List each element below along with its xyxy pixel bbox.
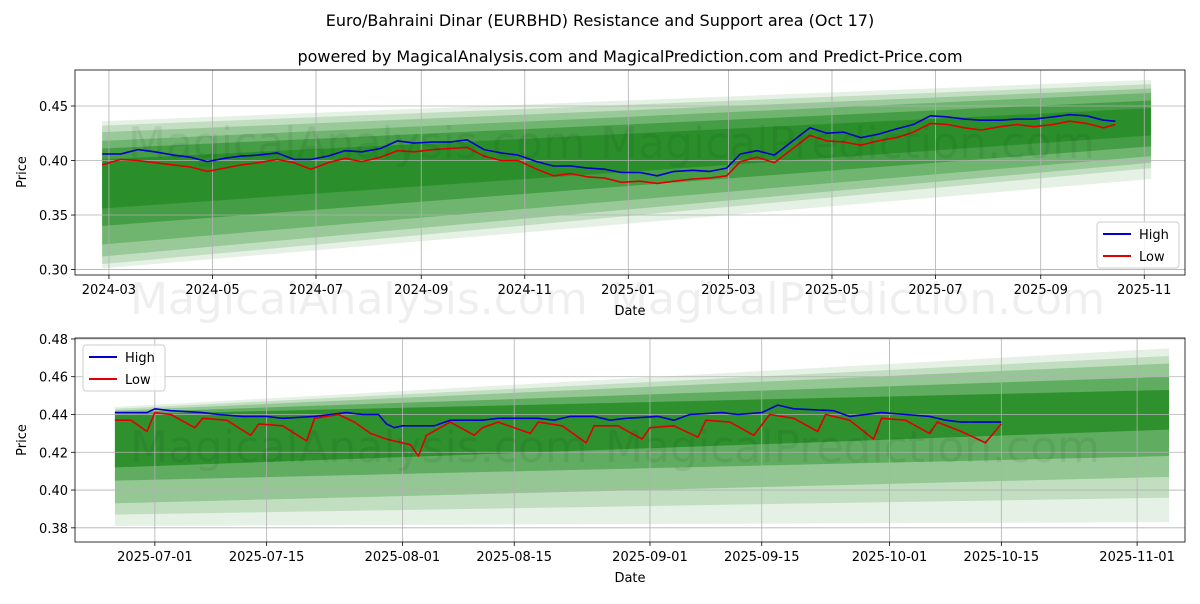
x-axis-label: Date <box>614 304 645 319</box>
x-tick-label: 2024-05 <box>185 283 239 298</box>
support-resistance-bands <box>114 348 1170 526</box>
x-tick-label: 2024-07 <box>289 283 343 298</box>
legend: High Low <box>82 344 166 392</box>
x-tick-label: 2025-07 <box>908 283 962 298</box>
x-tick-label: 2025-08-01 <box>365 550 441 565</box>
legend-label-low: Low <box>125 373 151 388</box>
y-axis-label: Price <box>15 424 30 456</box>
watermark: MagicalAnalysis.com <box>130 274 588 325</box>
price-lines <box>114 404 1002 457</box>
y-tick-label: 0.40 <box>39 484 68 499</box>
y-axis-label: Price <box>15 156 30 188</box>
x-tick-label: 2024-11 <box>498 283 552 298</box>
band-layer <box>102 108 1152 209</box>
legend-label-low: Low <box>1139 250 1165 265</box>
figure-subtitle: powered by MagicalAnalysis.com and Magic… <box>297 47 962 66</box>
x-axis-ticks: 2024-03 2024-05 2024-07 2024-09 2024-11 2025-… <box>82 275 1171 298</box>
legend-label-high: High <box>125 351 155 366</box>
watermark: MagicalAnalysis.com <box>128 118 586 169</box>
support-resistance-bands <box>102 79 1152 269</box>
y-axis-ticks: 0.30 0.35 0.40 0.45 <box>39 100 75 279</box>
chart-top: 2024-03 2024-05 2024-07 2024-09 2024-11 2025-… <box>15 69 1186 319</box>
price-lines <box>101 113 1116 185</box>
watermark: MagicalAnalysis.com <box>130 422 588 473</box>
figure-title: Euro/Bahraini Dinar (EURBHD) Resistance … <box>326 11 874 30</box>
watermark: MagicalPrediction.com <box>605 422 1100 473</box>
y-tick-label: 0.35 <box>39 209 68 224</box>
x-tick-label: 2025-10-01 <box>852 550 928 565</box>
legend: High Low <box>1096 221 1180 269</box>
x-tick-label: 2025-01 <box>601 283 655 298</box>
chart-bottom: 2025-07-01 2025-07-15 2025-08-01 2025-08-15… <box>15 333 1186 586</box>
y-tick-label: 0.44 <box>39 409 68 424</box>
x-axis-ticks: 2025-07-01 2025-07-15 2025-08-01 2025-08-15… <box>117 542 1175 565</box>
y-tick-label: 0.40 <box>39 155 68 170</box>
x-tick-label: 2025-05 <box>805 283 859 298</box>
x-axis-label: Date <box>614 571 645 586</box>
y-axis-ticks: 0.38 0.40 0.42 0.44 0.46 0.48 <box>39 333 75 537</box>
plot-frame <box>74 69 1186 276</box>
series-line-high <box>102 113 1116 177</box>
y-tick-label: 0.45 <box>39 100 68 115</box>
x-tick-label: 2025-03 <box>701 283 755 298</box>
x-tick-label: 2025-11 <box>1117 283 1171 298</box>
y-tick-label: 0.42 <box>39 446 68 461</box>
plot-frame <box>74 337 1186 543</box>
x-tick-label: 2025-09 <box>1014 283 1068 298</box>
grid <box>75 70 1185 275</box>
legend-label-high: High <box>1139 228 1169 243</box>
watermark: MagicalPrediction.com <box>600 118 1095 169</box>
x-tick-label: 2025-09-15 <box>724 550 800 565</box>
band-layer <box>114 389 1170 468</box>
x-tick-label: 2025-07-01 <box>117 550 193 565</box>
series-line-low <box>101 120 1116 185</box>
y-tick-label: 0.48 <box>39 333 68 348</box>
watermark: MagicalPrediction.com <box>610 274 1105 325</box>
x-tick-label: 2024-03 <box>82 283 136 298</box>
x-tick-label: 2025-07-15 <box>229 550 305 565</box>
x-tick-label: 2024-09 <box>394 283 448 298</box>
x-tick-label: 2025-10-15 <box>964 550 1040 565</box>
series-line-high <box>114 404 1002 429</box>
series-line-low <box>114 411 1002 457</box>
y-tick-label: 0.46 <box>39 371 68 386</box>
y-tick-label: 0.30 <box>39 264 68 279</box>
x-tick-label: 2025-09-01 <box>612 550 688 565</box>
y-tick-label: 0.38 <box>39 522 68 537</box>
x-tick-label: 2025-11-01 <box>1099 550 1175 565</box>
x-tick-label: 2025-08-15 <box>476 550 552 565</box>
grid <box>75 338 1185 542</box>
